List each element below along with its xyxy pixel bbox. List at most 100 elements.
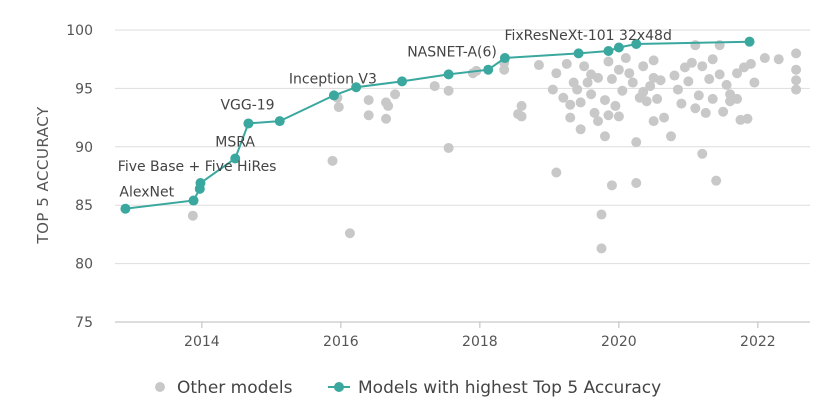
other-model-point bbox=[429, 81, 440, 92]
other-model-point bbox=[648, 55, 659, 66]
y-tick-label: 90 bbox=[75, 140, 93, 156]
other-model-point bbox=[638, 86, 649, 97]
other-model-point bbox=[624, 68, 635, 79]
other-model-point bbox=[533, 60, 544, 71]
other-model-point bbox=[606, 180, 617, 191]
other-model-point bbox=[697, 148, 708, 159]
x-tick-label: 2020 bbox=[601, 334, 637, 350]
other-model-point bbox=[648, 116, 659, 127]
annotation-label: FixResNeXt-101 32x48d bbox=[504, 28, 671, 44]
best-model-point bbox=[443, 69, 454, 80]
other-model-point bbox=[561, 58, 572, 69]
other-model-point bbox=[631, 137, 642, 148]
other-model-point bbox=[697, 61, 708, 72]
y-tick-label: 75 bbox=[75, 315, 93, 331]
other-model-point bbox=[690, 40, 701, 51]
other-model-point bbox=[638, 61, 649, 72]
other-model-point bbox=[648, 72, 659, 83]
other-model-point bbox=[572, 84, 583, 95]
other-model-point bbox=[586, 89, 597, 100]
other-model-point bbox=[711, 175, 722, 186]
best-model-point bbox=[188, 195, 199, 206]
other-model-point bbox=[547, 84, 558, 95]
other-model-point bbox=[596, 209, 607, 220]
best-model-point bbox=[631, 39, 642, 50]
other-model-point bbox=[645, 81, 656, 92]
other-model-point bbox=[516, 111, 527, 122]
other-model-point bbox=[707, 54, 718, 65]
legend-best-label: Models with highest Top 5 Accuracy bbox=[358, 378, 661, 398]
other-model-point bbox=[690, 103, 701, 114]
best-model-point bbox=[230, 153, 241, 164]
other-model-point bbox=[725, 96, 736, 107]
legend-item-best-models[interactable]: Models with highest Top 5 Accuracy bbox=[328, 378, 661, 398]
other-model-point bbox=[745, 58, 756, 69]
other-model-point bbox=[383, 100, 394, 111]
best-model-point bbox=[274, 116, 285, 127]
other-model-point bbox=[620, 53, 631, 64]
other-model-point bbox=[381, 113, 392, 124]
other-model-point bbox=[686, 57, 697, 68]
other-model-point bbox=[333, 102, 344, 113]
x-tick-label: 2016 bbox=[323, 334, 359, 350]
other-model-point bbox=[579, 61, 590, 72]
other-model-point bbox=[704, 74, 715, 85]
best-model-point bbox=[328, 90, 339, 101]
other-model-point bbox=[707, 93, 718, 104]
y-axis: 75 80 85 90 95 100 bbox=[66, 23, 93, 331]
grid bbox=[115, 29, 810, 323]
other-model-point bbox=[582, 77, 593, 88]
other-model-point bbox=[732, 68, 743, 79]
annotation-label: Five Base + Five HiRes bbox=[118, 159, 277, 175]
other-model-point bbox=[575, 124, 586, 135]
other-model-point bbox=[551, 167, 562, 178]
other-model-point bbox=[791, 48, 802, 59]
other-model-point bbox=[693, 90, 704, 101]
legend-best-marker bbox=[334, 382, 344, 392]
other-model-point bbox=[718, 106, 729, 117]
other-model-point bbox=[596, 243, 607, 254]
other-model-point bbox=[613, 111, 624, 122]
annotation-label: AlexNet bbox=[119, 185, 174, 201]
best-model-point bbox=[613, 42, 624, 53]
legend: Other models Models with highest Top 5 A… bbox=[155, 378, 661, 398]
other-model-point bbox=[558, 92, 569, 103]
other-model-point bbox=[606, 74, 617, 85]
other-model-point bbox=[516, 100, 527, 111]
other-model-point bbox=[791, 75, 802, 86]
y-tick-label: 95 bbox=[75, 81, 93, 97]
x-axis: 2014 2016 2018 2020 2022 bbox=[184, 322, 776, 350]
y-axis-label: TOP 5 ACCURACY bbox=[34, 106, 52, 245]
other-model-point bbox=[593, 116, 604, 127]
annotation-label: VGG-19 bbox=[220, 97, 274, 113]
best-model-point bbox=[483, 64, 494, 75]
other-model-point bbox=[586, 69, 597, 80]
best-model-point bbox=[195, 178, 206, 189]
legend-item-other-models[interactable]: Other models bbox=[155, 378, 293, 398]
other-model-point bbox=[390, 89, 401, 100]
best-model-point bbox=[499, 53, 510, 64]
other-model-point bbox=[791, 64, 802, 75]
other-model-point bbox=[443, 142, 454, 153]
x-tick-label: 2014 bbox=[184, 334, 220, 350]
annotations: AlexNet Five Base + Five HiRes MSRA VGG-19 I… bbox=[118, 28, 672, 201]
other-model-point bbox=[700, 107, 711, 118]
other-model-point bbox=[575, 97, 586, 108]
other-model-point bbox=[659, 112, 670, 123]
best-model-point bbox=[243, 118, 254, 129]
y-tick-label: 85 bbox=[75, 198, 93, 214]
annotation-label: NASNET-A(6) bbox=[407, 45, 497, 61]
other-model-point bbox=[627, 77, 638, 88]
other-model-point bbox=[749, 77, 760, 88]
other-model-point bbox=[599, 95, 610, 106]
other-model-point bbox=[652, 93, 663, 104]
y-tick-label: 100 bbox=[66, 23, 93, 39]
other-model-point bbox=[551, 68, 562, 79]
legend-other-marker bbox=[155, 382, 165, 392]
other-model-point bbox=[589, 107, 600, 118]
annotation-label: MSRA bbox=[215, 134, 255, 150]
best-model-point bbox=[351, 82, 362, 93]
other-model-point bbox=[443, 85, 454, 96]
other-model-point bbox=[641, 96, 652, 107]
